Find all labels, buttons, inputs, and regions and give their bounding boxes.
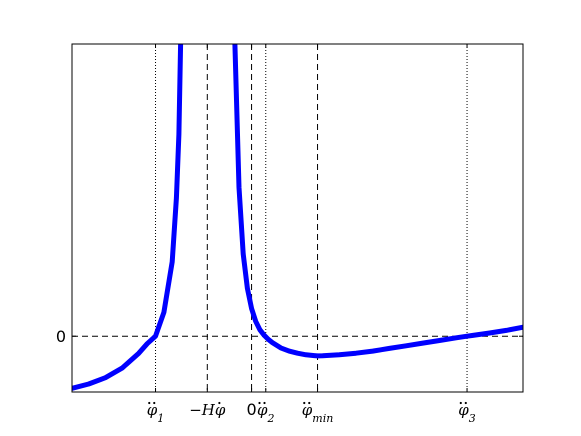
x-tick-label-4: φmin — [302, 401, 334, 425]
plot-frame — [71, 43, 524, 393]
x-tick-label-1: −Hφ — [189, 401, 226, 419]
series-line-branch-1 — [232, 44, 523, 359]
dot-accent-left-3 — [258, 401, 261, 405]
x-tick-label-5: φ3 — [458, 401, 476, 425]
dot-accent-left-4 — [303, 401, 306, 405]
series-line-branch-0 — [72, 44, 184, 391]
x-tick-label-0: φ1 — [147, 401, 165, 425]
dot-accent-right-4 — [308, 401, 311, 405]
dot-accent-right-5 — [464, 401, 467, 405]
series-layer — [72, 44, 523, 391]
tick-layer: φ1 −Hφ 0 φ2 φmin φ30 — [56, 44, 523, 425]
x-tick-label-3: φ2 — [257, 401, 275, 425]
dot-accent-right-0 — [153, 401, 156, 405]
dot-accent-left-5 — [459, 401, 462, 405]
dot-accent-left-0 — [148, 401, 151, 405]
dot-accent-1 — [218, 401, 221, 405]
reference-lines — [72, 44, 523, 392]
dot-accent-right-3 — [263, 401, 266, 405]
x-tick-label-2: 0 — [246, 400, 256, 419]
y-tick-label-0: 0 — [56, 327, 66, 346]
